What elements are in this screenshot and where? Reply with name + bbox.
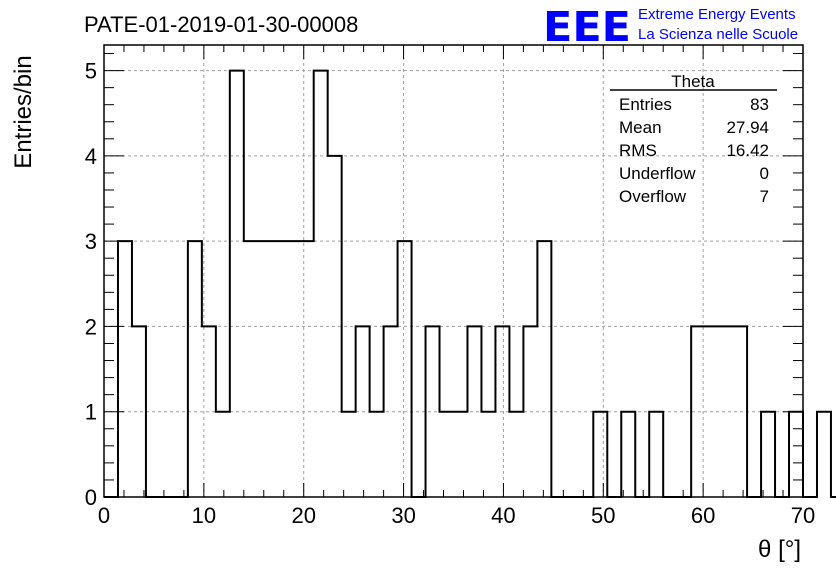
stats-row-label: Entries (619, 95, 672, 114)
stats-row-label: RMS (619, 141, 657, 160)
y-tick-label: 1 (85, 400, 97, 425)
histogram-bin (118, 241, 132, 497)
logo-line-1: Extreme Energy Events (638, 6, 796, 23)
histogram-bin (216, 412, 230, 497)
histogram-bin (467, 326, 481, 497)
histogram-bin (789, 412, 803, 497)
histogram-bin (370, 412, 384, 497)
histogram-bin (621, 412, 635, 497)
y-tick-label: 5 (85, 59, 97, 84)
stats-row-label: Mean (619, 118, 662, 137)
stats-row-value: 83 (750, 95, 769, 114)
y-tick-label: 2 (85, 314, 97, 339)
histogram-bin (481, 412, 495, 497)
stats-box: Theta Entries 83 Mean 27.94 RMS 16.42 Underflo… (610, 72, 777, 206)
histogram-bin (649, 412, 663, 497)
x-tick-label: 70 (791, 503, 815, 528)
stats-row-value: 27.94 (726, 118, 769, 137)
x-tick-label: 60 (691, 503, 715, 528)
stats-title: Theta (671, 72, 715, 91)
histogram-bin (342, 412, 356, 497)
histogram-bin (509, 412, 523, 497)
histogram-bin (761, 412, 775, 497)
grid-lines (104, 45, 803, 497)
stats-row-value: 16.42 (726, 141, 769, 160)
stats-row-label: Underflow (619, 164, 696, 183)
histogram-bin (300, 241, 314, 497)
axis-ticks (103, 45, 804, 498)
x-tick-label: 50 (591, 503, 615, 528)
histogram-outline (104, 69, 836, 498)
x-tick-label: 10 (192, 503, 216, 528)
logo-line-2: La Scienza nelle Scuole (638, 26, 798, 43)
plot-frame (103, 44, 804, 498)
histogram-bin (230, 71, 244, 497)
stats-row-value: 0 (760, 164, 769, 183)
run-title: PATE-01-2019-01-30-00008 (84, 12, 358, 37)
histogram-bin (593, 412, 607, 497)
x-tick-label: 30 (391, 503, 415, 528)
y-tick-label: 4 (85, 144, 97, 169)
x-axis-label: θ [°] (758, 536, 801, 563)
y-tick-label: 3 (85, 229, 97, 254)
y-axis-label: Entries/bin (10, 55, 37, 168)
histogram-bin (286, 241, 300, 497)
x-tick-label: 20 (291, 503, 315, 528)
histogram-bin (719, 326, 733, 497)
histogram-bin (244, 241, 258, 497)
histogram-bin (454, 412, 468, 497)
histogram-bin (384, 326, 398, 497)
histogram-bin (817, 412, 831, 497)
histogram-bin (258, 241, 272, 497)
histogram-bin (188, 241, 202, 497)
x-tick-label: 0 (98, 503, 110, 528)
stats-row-label: Overflow (619, 187, 687, 206)
histogram-bin (426, 326, 440, 497)
stats-row-value: 7 (760, 187, 769, 206)
histogram-bin (440, 412, 454, 497)
plot-frame-rect (103, 44, 804, 498)
histogram-bin (314, 71, 328, 497)
x-tick-label: 40 (491, 503, 515, 528)
histogram-bin (272, 241, 286, 497)
histogram-bin (537, 241, 551, 497)
histogram-bin (398, 241, 412, 497)
y-tick-label: 0 (85, 485, 97, 510)
eee-logo-mark: EEE (543, 3, 631, 51)
